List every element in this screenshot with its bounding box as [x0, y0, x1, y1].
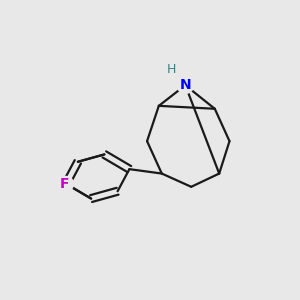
- Circle shape: [177, 77, 194, 94]
- Circle shape: [59, 176, 74, 191]
- Text: H: H: [167, 62, 176, 76]
- Text: N: N: [179, 78, 191, 92]
- Text: F: F: [60, 177, 69, 191]
